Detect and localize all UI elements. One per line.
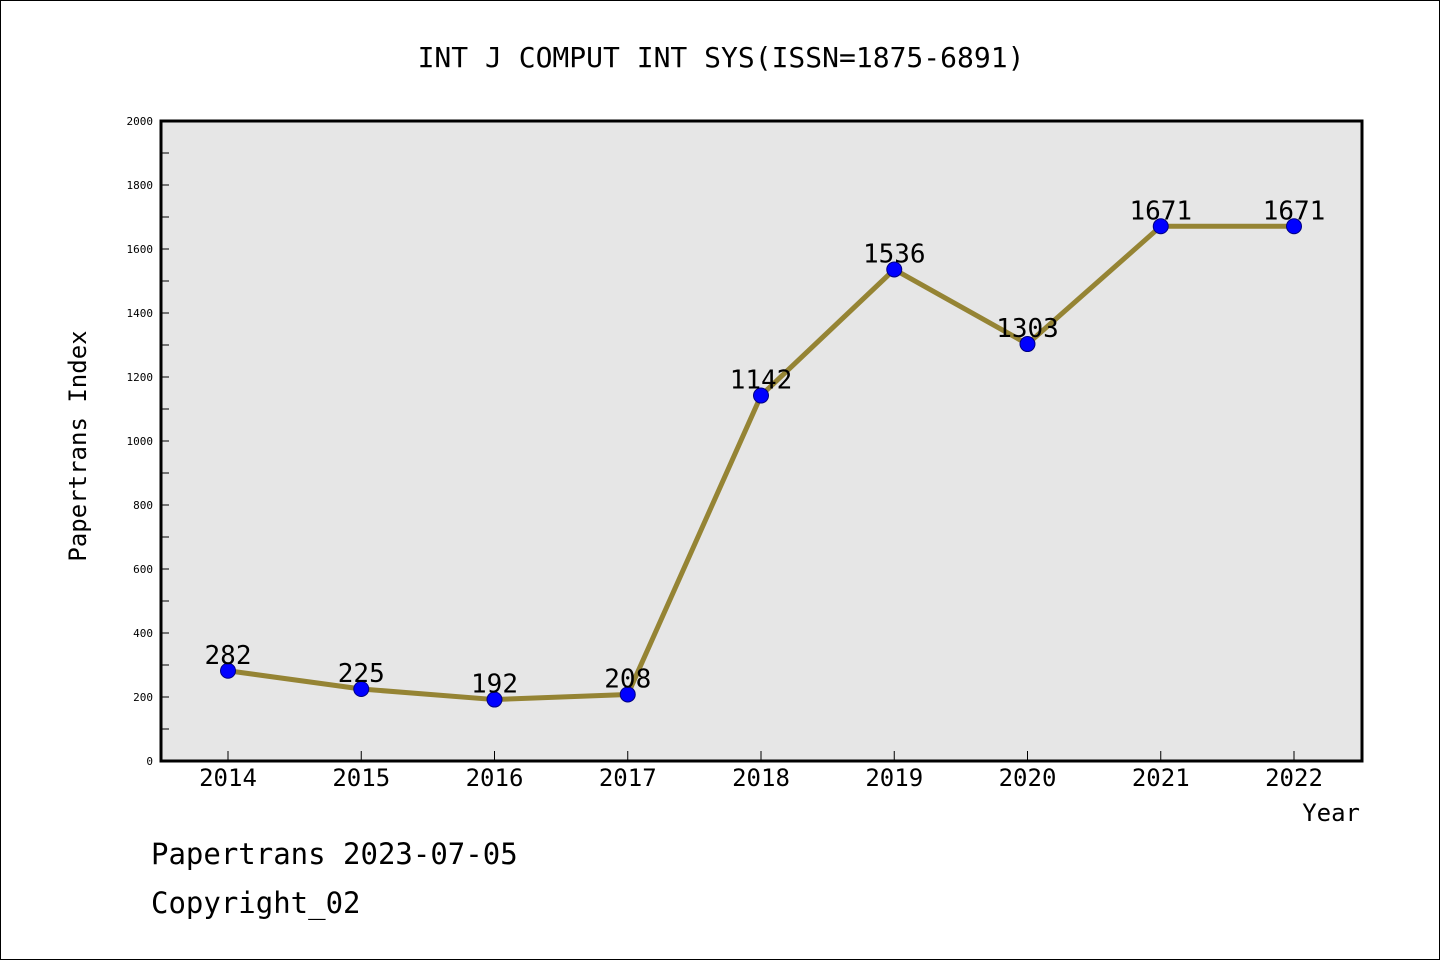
data-label-2017: 208 bbox=[604, 664, 651, 694]
chart-title: INT J COMPUT INT SYS(ISSN=1875-6891) bbox=[418, 41, 1025, 74]
data-label-2022: 1671 bbox=[1263, 196, 1326, 226]
y-tick-label-2: 400 bbox=[133, 627, 153, 640]
data-label-2016: 192 bbox=[471, 670, 518, 700]
y-tick-label-10: 2000 bbox=[127, 115, 154, 128]
x-tick-label-1: 2015 bbox=[332, 764, 390, 792]
y-tick-label-0: 0 bbox=[146, 755, 153, 768]
footer-date-line: Papertrans 2023-07-05 bbox=[151, 837, 518, 871]
data-label-2014: 282 bbox=[205, 641, 252, 671]
y-tick-label-6: 1200 bbox=[127, 371, 154, 384]
data-point-2015 bbox=[353, 681, 370, 697]
y-axis: 0 200 400 600 800 1000 1200 1400 1600 1800 2000 bbox=[127, 115, 169, 768]
data-label-2015: 225 bbox=[338, 659, 385, 689]
data-point-2014 bbox=[220, 662, 236, 679]
x-tick-label-3: 2017 bbox=[599, 764, 657, 792]
data-point-2016 bbox=[486, 691, 503, 708]
y-tick-label-5: 1000 bbox=[127, 435, 154, 448]
data-label-2020: 1303 bbox=[996, 314, 1059, 344]
data-point-2020 bbox=[1019, 336, 1036, 353]
x-tick-label-2: 2016 bbox=[466, 764, 524, 792]
footer-copyright: Copyright_02 bbox=[151, 886, 361, 920]
x-tick-label-5: 2019 bbox=[865, 764, 923, 792]
x-tick-label-0: 2014 bbox=[199, 764, 257, 792]
y-tick-label-8: 1600 bbox=[127, 243, 154, 256]
x-tick-label-4: 2018 bbox=[732, 764, 790, 792]
x-tick-label-8: 2022 bbox=[1265, 764, 1323, 792]
series-index: 282 225 192 208 1142 1536 1303 1671 1671 bbox=[205, 196, 1326, 708]
data-point-2019 bbox=[886, 261, 903, 278]
data-point-2022 bbox=[1286, 218, 1302, 235]
data-point-2018 bbox=[753, 387, 769, 404]
data-label-2018: 1142 bbox=[730, 366, 793, 396]
data-point-2017 bbox=[619, 686, 636, 703]
y-tick-label-9: 1800 bbox=[127, 179, 154, 192]
y-tick-label-4: 800 bbox=[133, 499, 153, 512]
y-tick-label-1: 200 bbox=[133, 691, 153, 704]
data-label-2021: 1671 bbox=[1129, 196, 1192, 226]
x-tick-label-7: 2021 bbox=[1132, 764, 1190, 792]
data-label-2019: 1536 bbox=[863, 239, 926, 269]
data-point-2021 bbox=[1152, 218, 1169, 235]
y-tick-label-7: 1400 bbox=[127, 307, 154, 320]
y-axis-label: Papertrans Index bbox=[64, 330, 92, 561]
y-tick-label-3: 600 bbox=[133, 563, 153, 576]
x-tick-label-6: 2020 bbox=[999, 764, 1057, 792]
x-axis: 2014 2015 2016 2017 2018 2019 2020 2021 2022 bbox=[199, 751, 1323, 792]
x-axis-label: Year bbox=[1302, 799, 1360, 827]
